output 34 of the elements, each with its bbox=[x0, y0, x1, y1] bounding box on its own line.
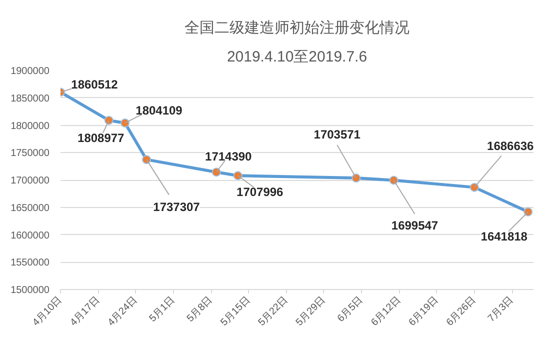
x-tick-label: 5月8日 bbox=[185, 294, 215, 324]
x-tick-label: 5月15日 bbox=[218, 294, 253, 328]
y-tick-label: 1600000 bbox=[10, 230, 50, 242]
data-label: 1699547 bbox=[391, 218, 438, 233]
x-tick-label: 4月17日 bbox=[68, 294, 102, 328]
data-label: 1686636 bbox=[487, 138, 534, 153]
x-tick-label: 7月3日 bbox=[486, 294, 516, 324]
x-tick-label: 5月1日 bbox=[147, 294, 178, 324]
x-tick-label: 4月24日 bbox=[106, 294, 140, 328]
x-tick-label: 6月5日 bbox=[336, 294, 366, 324]
data-label: 1737307 bbox=[153, 200, 200, 214]
data-label: 1641818 bbox=[480, 229, 528, 244]
data-label: 1714390 bbox=[205, 150, 252, 164]
x-tick-label: 4月10日 bbox=[30, 294, 64, 328]
y-tick-label: 1550000 bbox=[10, 258, 50, 269]
data-label: 1707996 bbox=[236, 185, 284, 200]
y-tick-label: 1700000 bbox=[10, 176, 50, 186]
x-tick-label: 6月12日 bbox=[369, 294, 404, 328]
y-tick-label: 1650000 bbox=[10, 202, 50, 214]
chart-title: 全国二级建造师初始注册变化情况 bbox=[184, 20, 410, 36]
y-tick-label: 1750000 bbox=[10, 148, 50, 160]
y-tick-label: 1500000 bbox=[10, 285, 50, 296]
y-tick-label: 1850000 bbox=[10, 93, 50, 104]
x-tick-label: 6月19日 bbox=[406, 294, 441, 328]
chart-subtitle: 2019.4.10至2019.7.6 bbox=[226, 48, 368, 66]
data-label: 1808977 bbox=[78, 130, 125, 145]
x-tick-label: 5月29日 bbox=[294, 294, 328, 328]
x-tick-label: 5月22日 bbox=[256, 294, 290, 328]
y-tick-label: 1900000 bbox=[10, 66, 50, 77]
data-label: 1860512 bbox=[71, 78, 118, 92]
y-tick-label: 1800000 bbox=[10, 120, 50, 132]
x-tick-label: 6月26日 bbox=[444, 294, 478, 328]
data-label: 1804109 bbox=[136, 104, 183, 118]
data-label: 1703571 bbox=[314, 128, 361, 142]
